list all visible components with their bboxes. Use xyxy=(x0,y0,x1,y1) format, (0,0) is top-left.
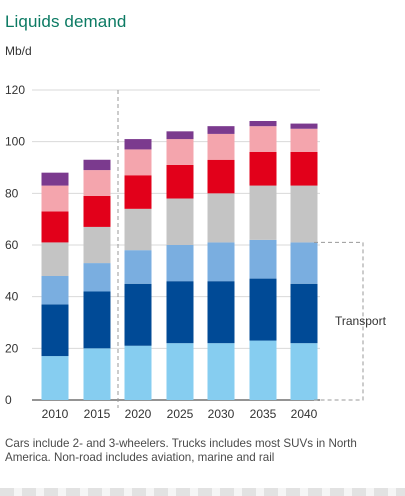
y-tick-label: 80 xyxy=(5,186,19,200)
x-tick-label: 2015 xyxy=(84,407,111,421)
bar-segment xyxy=(249,152,277,186)
bar-segment xyxy=(207,242,235,282)
y-tick-label: 0 xyxy=(5,393,12,407)
bar-segment xyxy=(290,283,318,344)
y-axis-unit: Mb/d xyxy=(5,44,32,58)
bar-segment xyxy=(207,343,235,400)
y-tick-label: 120 xyxy=(5,83,25,97)
bar-segment xyxy=(166,139,194,165)
bar-segment xyxy=(207,281,235,344)
chart-title: Liquids demand xyxy=(5,12,127,31)
bar-segment xyxy=(249,340,277,400)
bar-segment xyxy=(290,123,318,129)
footnote: Cars include 2- and 3-wheelers. Trucks i… xyxy=(5,437,357,464)
bar-segment xyxy=(166,198,194,245)
bracket-line xyxy=(314,241,364,401)
bar-segment xyxy=(290,128,318,152)
bar-segment xyxy=(83,195,111,227)
bar-segment xyxy=(41,211,69,243)
y-axis-ticks: 0 20 40 60 80 100 120 xyxy=(5,83,25,407)
bar-segment xyxy=(166,343,194,400)
transport-bracket: Transport xyxy=(117,90,387,408)
bar-segment xyxy=(290,343,318,400)
bar-segment xyxy=(166,164,194,199)
bar-segment xyxy=(83,226,111,264)
bar-segment xyxy=(124,345,152,400)
bar-segment xyxy=(124,139,152,150)
bar-segment xyxy=(124,149,152,176)
bar-segment xyxy=(207,193,235,243)
bar-segment xyxy=(41,172,69,186)
bar-segment xyxy=(249,278,277,341)
x-axis-ticks: 2010 2015 2020 2025 2030 2035 2040 xyxy=(42,407,318,421)
x-tick-label: 2040 xyxy=(291,407,318,421)
bar-segment xyxy=(207,133,235,160)
bar-segment xyxy=(249,185,277,240)
bar-segment xyxy=(41,242,69,276)
bar-segment xyxy=(41,185,69,212)
x-tick-label: 2025 xyxy=(167,407,194,421)
bar-segment xyxy=(83,159,111,171)
bar-segment xyxy=(249,126,277,152)
bar-segment xyxy=(83,263,111,292)
bar-segment xyxy=(41,276,69,305)
x-tick-label: 2035 xyxy=(250,407,277,421)
bar-segment xyxy=(83,291,111,349)
x-tick-label: 2030 xyxy=(208,407,235,421)
bar-segment xyxy=(41,356,69,400)
bar-segment xyxy=(207,126,235,134)
y-tick-label: 60 xyxy=(5,238,19,252)
x-tick-label: 2010 xyxy=(42,407,69,421)
bar-segment xyxy=(290,152,318,186)
bar-segment xyxy=(124,208,152,251)
bar-segment xyxy=(124,283,152,346)
bar-segment xyxy=(41,304,69,357)
bar-segment xyxy=(83,170,111,196)
bar-segment xyxy=(166,131,194,140)
bar-segment xyxy=(290,185,318,243)
bar-segment xyxy=(249,239,277,279)
bar-segment xyxy=(249,121,277,127)
stacked-bars xyxy=(41,121,318,400)
y-tick-label: 20 xyxy=(5,341,19,355)
bar-segment xyxy=(166,245,194,282)
y-tick-label: 100 xyxy=(5,135,25,149)
bar-segment xyxy=(83,348,111,400)
bar-segment xyxy=(290,242,318,284)
bar-segment xyxy=(124,175,152,209)
bar-segment xyxy=(124,250,152,284)
bar-segment xyxy=(207,159,235,194)
bar-segment xyxy=(166,281,194,344)
x-tick-label: 2020 xyxy=(125,407,152,421)
bottom-band xyxy=(0,488,405,496)
transport-label: Transport xyxy=(335,314,387,328)
y-tick-label: 40 xyxy=(5,290,19,304)
